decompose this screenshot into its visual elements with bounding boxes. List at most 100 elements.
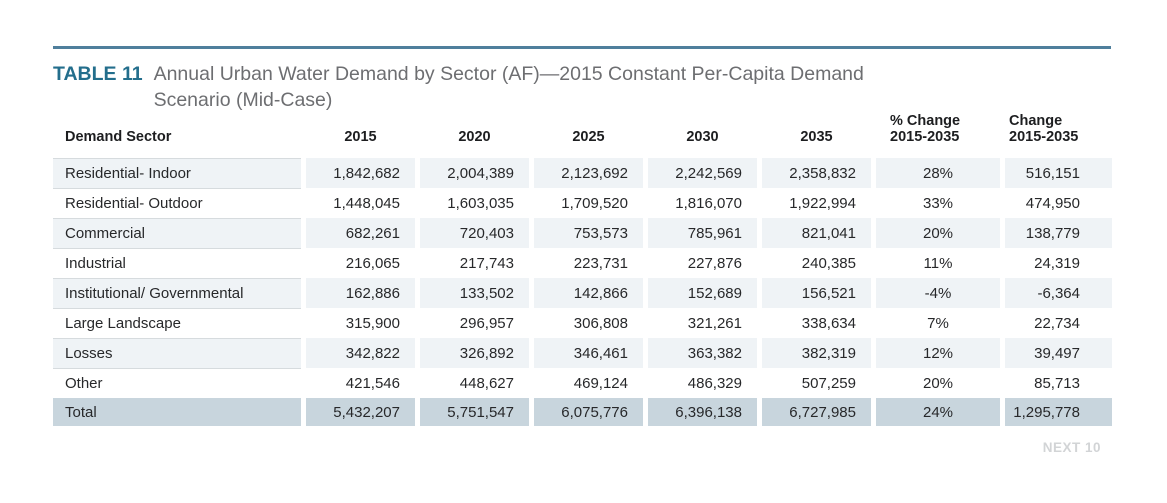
- value-cell: 2,004,389: [420, 158, 529, 188]
- col-header-label: 2015-2035: [890, 129, 960, 145]
- value-cell: 296,957: [459, 314, 514, 332]
- col-header-label: Change: [1009, 113, 1063, 129]
- sector-cell: Institutional/ Governmental: [53, 278, 301, 308]
- value-cell: 363,382: [648, 338, 757, 368]
- col-header-2025: 2025: [534, 113, 643, 158]
- value-cell: 1,709,520: [561, 194, 628, 212]
- value-cell: 421,546: [345, 374, 400, 392]
- value-cell: 142,866: [534, 278, 643, 308]
- value-cell: 12%: [876, 338, 1000, 368]
- value-cell: 162,886: [306, 278, 415, 308]
- col-header-demand-sector: Demand Sector: [53, 113, 301, 158]
- value-cell: 138,779: [1005, 218, 1112, 248]
- value-cell: 28%: [876, 158, 1000, 188]
- total-value-cell: 6,727,985: [762, 398, 871, 426]
- sector-cell: Residential- Outdoor: [53, 188, 301, 218]
- value-cell: 156,521: [762, 278, 871, 308]
- table-row: Large Landscape 315,900 296,957 306,808 321,…: [53, 308, 1112, 338]
- value-cell: 486,329: [687, 374, 742, 392]
- value-cell: 24,319: [1034, 254, 1080, 272]
- value-cell: 1,842,682: [306, 158, 415, 188]
- table-title-line2: Scenario (Mid-Case): [153, 89, 333, 111]
- table-title-text: Annual Urban Water Demand by Sector (AF)…: [154, 61, 864, 113]
- value-cell: 22,734: [1034, 314, 1080, 332]
- col-header-label: 2015: [344, 129, 377, 145]
- value-cell: 85,713: [1034, 374, 1080, 392]
- value-cell: 753,573: [534, 218, 643, 248]
- value-cell: 20%: [876, 218, 1000, 248]
- col-header-2020: 2020: [420, 113, 529, 158]
- total-row: Total 5,432,207 5,751,547 6,075,776 6,39…: [53, 398, 1112, 426]
- table-row: Losses 342,822 326,892 346,461 363,382 382,31…: [53, 338, 1112, 368]
- top-rule-divider: [53, 46, 1111, 49]
- col-header-2015: 2015: [306, 113, 415, 158]
- total-value-cell: 5,432,207: [306, 398, 415, 426]
- value-cell: 133,502: [420, 278, 529, 308]
- demand-table: Demand Sector 2015 2020 2025 2030 2035 %…: [48, 113, 1117, 426]
- value-cell: 152,689: [648, 278, 757, 308]
- table-row: Institutional/ Governmental 162,886 133,50…: [53, 278, 1112, 308]
- table-title: TABLE 11 Annual Urban Water Demand by Se…: [53, 61, 864, 113]
- col-header-2035: 2035: [762, 113, 871, 158]
- value-cell: 720,403: [420, 218, 529, 248]
- table-row: Other 421,546 448,627 469,124 486,329 507,259…: [53, 368, 1112, 398]
- value-cell: 39,497: [1005, 338, 1112, 368]
- value-cell: 2,123,692: [534, 158, 643, 188]
- sector-cell: Large Landscape: [53, 308, 301, 338]
- value-cell: 223,731: [573, 254, 628, 272]
- value-cell: 785,961: [648, 218, 757, 248]
- value-cell: 20%: [922, 374, 954, 392]
- total-value-cell: 6,396,138: [648, 398, 757, 426]
- value-cell: 11%: [923, 254, 953, 272]
- value-cell: 33%: [922, 194, 954, 212]
- value-cell: 821,041: [762, 218, 871, 248]
- value-cell: 382,319: [762, 338, 871, 368]
- col-header-label: 2030: [686, 129, 719, 145]
- value-cell: 1,603,035: [447, 194, 514, 212]
- value-cell: 326,892: [420, 338, 529, 368]
- value-cell: 1,922,994: [789, 194, 856, 212]
- table-row: Industrial 216,065 217,743 223,731 227,876 24…: [53, 248, 1112, 278]
- total-value-cell: 5,751,547: [420, 398, 529, 426]
- col-header-label: 2035: [800, 129, 833, 145]
- col-header-pct-change: % Change 2015-2035: [876, 113, 1000, 158]
- value-cell: 346,461: [534, 338, 643, 368]
- value-cell: -4%: [876, 278, 1000, 308]
- value-cell: 306,808: [573, 314, 628, 332]
- value-cell: 240,385: [801, 254, 856, 272]
- table-title-line1: Annual Urban Water Demand by Sector (AF)…: [153, 63, 864, 85]
- sector-cell: Other: [53, 368, 301, 398]
- col-header-change: Change 2015-2035: [1005, 113, 1112, 158]
- value-cell: 1,448,045: [333, 194, 400, 212]
- value-cell: 2,358,832: [762, 158, 871, 188]
- col-header-label: 2020: [458, 129, 491, 145]
- value-cell: 448,627: [459, 374, 514, 392]
- value-cell: 507,259: [801, 374, 856, 392]
- table-row: Commercial 682,261 720,403 753,573 785,961 82…: [53, 218, 1112, 248]
- value-cell: 7%: [927, 314, 949, 332]
- value-cell: 217,743: [459, 254, 514, 272]
- page-footer-note: NEXT 10: [1042, 440, 1101, 455]
- col-header-label: 2015-2035: [1009, 129, 1079, 145]
- value-cell: 342,822: [306, 338, 415, 368]
- value-cell: 227,876: [687, 254, 742, 272]
- total-label-cell: Total: [53, 398, 301, 426]
- total-value-cell: 6,075,776: [534, 398, 643, 426]
- col-header-2030: 2030: [648, 113, 757, 158]
- value-cell: 682,261: [306, 218, 415, 248]
- table-body: Residential- Indoor 1,842,682 2,004,389 2,1…: [53, 158, 1112, 398]
- value-cell: -6,364: [1005, 278, 1112, 308]
- value-cell: 2,242,569: [648, 158, 757, 188]
- demand-table-container: Demand Sector 2015 2020 2025 2030 2035 %…: [48, 113, 1117, 426]
- sector-cell: Commercial: [53, 218, 301, 248]
- sector-cell: Losses: [53, 338, 301, 368]
- value-cell: 516,151: [1005, 158, 1112, 188]
- sector-cell: Residential- Indoor: [53, 158, 301, 188]
- col-header-label: Demand Sector: [65, 129, 172, 145]
- value-cell: 338,634: [801, 314, 856, 332]
- col-header-label: 2025: [572, 129, 605, 145]
- value-cell: 216,065: [345, 254, 400, 272]
- total-change-cell: 1,295,778: [1005, 398, 1112, 426]
- value-cell: 321,261: [687, 314, 742, 332]
